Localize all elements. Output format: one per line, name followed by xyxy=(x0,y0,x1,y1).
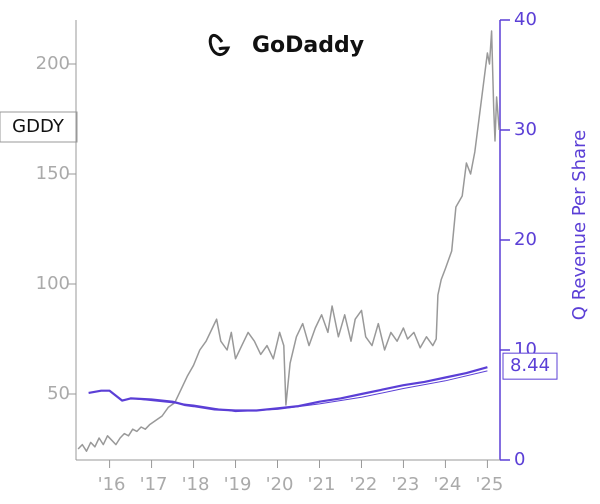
x-tick-label: '20 xyxy=(266,474,294,495)
x-tick-label: '22 xyxy=(350,474,378,495)
value-label-box xyxy=(502,352,558,380)
x-tick-label: '18 xyxy=(182,474,210,495)
y2-tick-label: 0 xyxy=(514,449,525,470)
x-tick-label: '25 xyxy=(475,474,503,495)
y2-axis-title: Q Revenue Per Share xyxy=(569,130,590,320)
series-line xyxy=(130,370,488,413)
x-tick-label: '17 xyxy=(140,474,168,495)
x-tick-label: '21 xyxy=(308,474,336,495)
logo-icon xyxy=(208,33,231,56)
y-tick-label: 50 xyxy=(47,383,70,404)
y2-tick-label: 20 xyxy=(514,229,537,250)
x-tick-label: '23 xyxy=(392,474,420,495)
y2-tick-label: 40 xyxy=(514,9,537,30)
ticker-label: GDDY xyxy=(12,116,65,137)
x-tick-label: '24 xyxy=(433,474,461,495)
x-tick-label: '19 xyxy=(224,474,252,495)
x-tick-label: '16 xyxy=(98,474,126,495)
y-tick-label: 150 xyxy=(36,163,70,184)
ticker-box xyxy=(0,111,78,143)
series-line xyxy=(77,30,500,452)
y-tick-label: 100 xyxy=(36,273,70,294)
chart-title: GoDaddy xyxy=(252,33,364,58)
y-tick-label: 200 xyxy=(36,53,70,74)
y2-tick-label: 30 xyxy=(514,119,537,140)
logo: GoDaddy xyxy=(208,33,364,58)
value-label: 8.44 xyxy=(510,355,550,376)
